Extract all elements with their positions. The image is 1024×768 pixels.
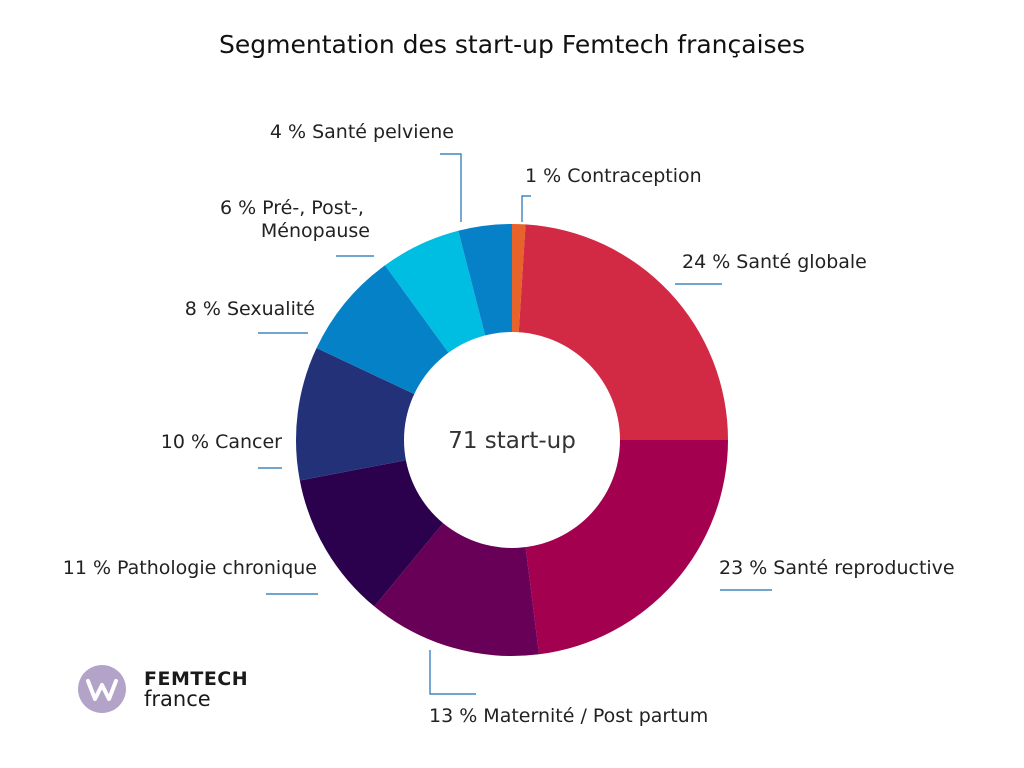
slice-label-sexualite: 8 % Sexualité — [185, 298, 315, 320]
slice-label-pelviene: 4 % Santé pelviene — [270, 121, 454, 143]
logo-name: FEMTECH — [144, 668, 249, 690]
chart-title: Segmentation des start-up Femtech frança… — [219, 30, 805, 59]
leader-pelviene — [440, 153, 462, 222]
logo-mark-icon — [78, 665, 126, 713]
center-label: 71 start-up — [448, 428, 576, 454]
slice-label-menopause-line2: Ménopause — [261, 220, 370, 242]
slice-label-menopause-line1: 6 % Pré-, Post-, — [220, 197, 364, 219]
femtech-france-logo: FEMTECH france — [78, 665, 248, 715]
slice-label-contraception: 1 % Contraception — [525, 165, 702, 187]
slice-label-cancer: 10 % Cancer — [161, 431, 282, 453]
logo-subtitle: france — [144, 687, 211, 711]
leader-contraception — [521, 195, 531, 222]
slice-label-menopause: 6 % Pré-, Post-, Ménopause — [220, 197, 370, 242]
slice-label-maternite: 13 % Maternité / Post partum — [429, 705, 708, 727]
slice-label-pathologie: 11 % Pathologie chronique — [63, 557, 317, 579]
slice-label-sante-reproductive: 23 % Santé reproductive — [719, 557, 955, 579]
leader-maternite — [429, 650, 476, 695]
donut-hole — [404, 332, 620, 548]
slice-label-sante-globale: 24 % Santé globale — [682, 251, 867, 273]
